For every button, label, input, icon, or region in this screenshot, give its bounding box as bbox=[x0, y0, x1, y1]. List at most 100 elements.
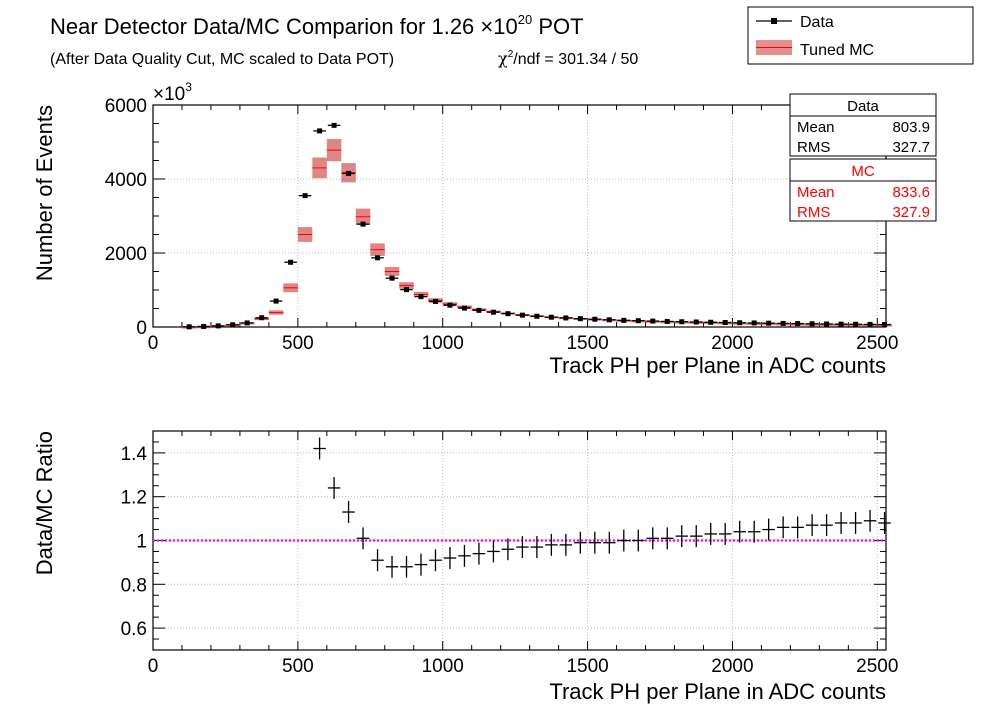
data-point bbox=[432, 298, 438, 304]
x-tick-label: 2000 bbox=[711, 656, 753, 677]
top-frame bbox=[152, 104, 887, 328]
top-y-axis-label: Number of Events bbox=[32, 105, 57, 281]
data-point bbox=[664, 318, 670, 324]
legend: Data Tuned MC bbox=[747, 6, 974, 65]
x-tick-label: 2000 bbox=[711, 333, 753, 354]
bottom-x-ticks: 0 500 1000 1500 2000 2500 bbox=[148, 431, 898, 677]
data-point bbox=[288, 259, 294, 265]
data-point bbox=[693, 319, 699, 325]
stats-mc-mean-value: 833.6 bbox=[892, 184, 930, 201]
data-point bbox=[505, 311, 511, 317]
stats-data-mean-label: Mean bbox=[797, 119, 835, 136]
y-tick-label: 1.2 bbox=[121, 488, 147, 509]
data-point bbox=[375, 255, 381, 261]
figure-title: Near Detector Data/MC Comparion for 1.26… bbox=[50, 12, 584, 39]
data-point bbox=[186, 324, 192, 330]
data-point bbox=[592, 316, 598, 322]
stats-mc-title: MC bbox=[851, 163, 874, 180]
data-point bbox=[230, 322, 236, 328]
data-point bbox=[737, 320, 743, 326]
data-point bbox=[635, 318, 641, 324]
data-point bbox=[461, 305, 467, 311]
top-y-ticks: 0 2000 4000 6000 bbox=[105, 96, 886, 339]
data-point bbox=[404, 287, 410, 293]
x-tick-label: 0 bbox=[148, 333, 159, 354]
data-point bbox=[548, 314, 554, 320]
stats-mc-mean-label: Mean bbox=[797, 184, 835, 201]
stats-data-title: Data bbox=[847, 98, 879, 115]
data-point bbox=[244, 320, 250, 326]
data-point bbox=[606, 317, 612, 323]
stats-mc-rms-value: 327.9 bbox=[892, 204, 930, 221]
data-point bbox=[795, 321, 801, 327]
data-point bbox=[331, 122, 337, 128]
data-point bbox=[882, 322, 888, 328]
bottom-gridlines bbox=[153, 431, 886, 650]
x-tick-label: 1500 bbox=[566, 333, 608, 354]
legend-mc-marker bbox=[756, 40, 792, 55]
y-tick-label: 0.8 bbox=[121, 575, 147, 596]
data-point bbox=[766, 320, 772, 326]
data-point bbox=[346, 170, 352, 176]
y-tick-label: 6000 bbox=[105, 96, 147, 117]
data-point bbox=[201, 323, 207, 329]
data-point bbox=[722, 320, 728, 326]
data-point bbox=[650, 318, 656, 324]
data-point bbox=[679, 319, 685, 325]
stats-box-mc: MC Mean 833.6 RMS 327.9 bbox=[789, 158, 937, 222]
y-tick-label: 2000 bbox=[105, 244, 147, 265]
data-point bbox=[476, 307, 482, 313]
data-point bbox=[259, 315, 265, 321]
chi2-label: χ2/ndf = 301.34 / 50 bbox=[498, 49, 638, 68]
top-y-multiplier: ×103 bbox=[153, 80, 192, 105]
stats-data-rms-value: 327.7 bbox=[892, 139, 930, 156]
data-point bbox=[838, 321, 844, 327]
data-point bbox=[360, 221, 366, 227]
data-point bbox=[867, 321, 873, 327]
ratio-points bbox=[313, 437, 891, 578]
y-tick-label: 1.4 bbox=[121, 444, 148, 465]
y-tick-label: 1 bbox=[136, 532, 147, 553]
top-x-axis-label: Track PH per Plane in ADC counts bbox=[549, 353, 886, 378]
top-panel: 0 500 1000 1500 2000 2500 0 2000 4000 6000 Track… bbox=[32, 80, 898, 378]
x-tick-label: 500 bbox=[282, 656, 314, 677]
mc-band bbox=[181, 139, 892, 329]
data-point bbox=[621, 317, 627, 323]
y-tick-label: 4000 bbox=[105, 170, 147, 191]
x-tick-label: 2500 bbox=[856, 656, 898, 677]
bottom-y-axis-label: Data/MC Ratio bbox=[32, 431, 57, 575]
legend-mc-label: Tuned MC bbox=[800, 42, 874, 59]
data-point bbox=[853, 321, 859, 327]
data-point bbox=[534, 313, 540, 319]
x-tick-label: 2500 bbox=[856, 333, 898, 354]
y-tick-label: 0 bbox=[136, 318, 147, 339]
legend-data-label: Data bbox=[800, 14, 834, 31]
stats-box-data: Data Mean 803.9 RMS 327.7 bbox=[789, 93, 937, 157]
data-point bbox=[389, 275, 395, 281]
bottom-x-axis-label: Track PH per Plane in ADC counts bbox=[549, 679, 886, 704]
stats-mc-rms-label: RMS bbox=[797, 204, 830, 221]
data-point bbox=[418, 294, 424, 300]
data-point bbox=[317, 128, 323, 134]
figure-subtitle: (After Data Quality Cut, MC scaled to Da… bbox=[50, 51, 394, 68]
x-tick-label: 1500 bbox=[566, 656, 608, 677]
legend-data-marker bbox=[756, 18, 792, 24]
data-point bbox=[751, 320, 757, 326]
x-tick-label: 1000 bbox=[422, 333, 464, 354]
x-tick-label: 1000 bbox=[422, 656, 464, 677]
data-point bbox=[809, 321, 815, 327]
data-point bbox=[302, 193, 308, 199]
stats-data-rms-label: RMS bbox=[797, 139, 830, 156]
x-tick-label: 0 bbox=[148, 656, 159, 677]
top-x-ticks: 0 500 1000 1500 2000 2500 bbox=[148, 105, 898, 354]
data-point bbox=[577, 316, 583, 322]
data-point bbox=[708, 319, 714, 325]
data-point bbox=[273, 298, 279, 304]
x-tick-label: 500 bbox=[282, 333, 314, 354]
data-point bbox=[824, 321, 830, 327]
data-points bbox=[182, 122, 891, 330]
top-gridlines bbox=[153, 105, 886, 327]
data-point bbox=[447, 302, 453, 308]
bottom-y-ticks: 0.6 0.8 1 1.2 1.4 bbox=[121, 430, 886, 651]
y-tick-label: 0.6 bbox=[121, 619, 147, 640]
